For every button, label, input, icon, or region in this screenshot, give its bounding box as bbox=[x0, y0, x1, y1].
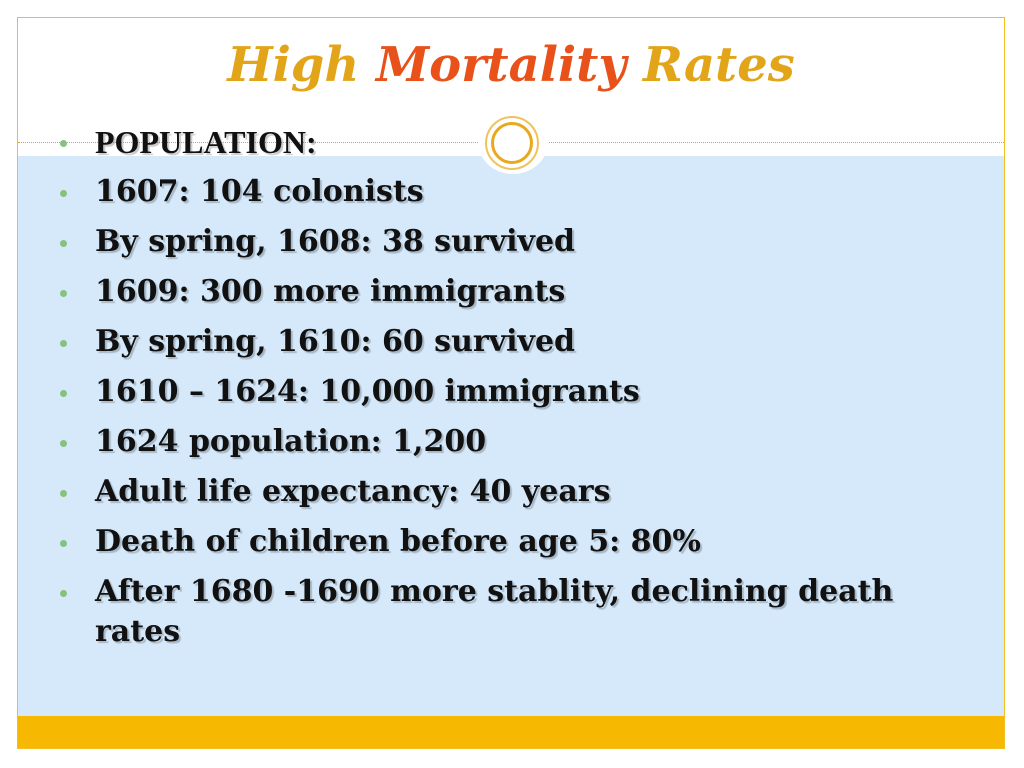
bullet-text: 1607: 104 colonists bbox=[95, 174, 424, 209]
bullet-item: After 1680 -1690 more stablity, declinin… bbox=[60, 572, 960, 652]
bullet-text: POPULATION: bbox=[95, 124, 317, 160]
bullet-item: By spring, 1608: 38 survived bbox=[60, 222, 960, 262]
bullet-item: 1624 population: 1,200 bbox=[60, 422, 960, 462]
bullet-text: Adult life expectancy: 40 years bbox=[95, 474, 611, 509]
ring-inner-icon bbox=[491, 122, 533, 164]
bullet-dot-icon bbox=[60, 240, 67, 247]
bullet-item: Death of children before age 5: 80% bbox=[60, 522, 960, 562]
bullet-item: 1610 – 1624: 10,000 immigrants bbox=[60, 372, 960, 412]
bullet-item: 1607: 104 colonists bbox=[60, 172, 960, 212]
bullet-dot-icon bbox=[60, 140, 67, 147]
bullet-dot-icon bbox=[60, 190, 67, 197]
bullet-text: 1609: 300 more immigrants bbox=[95, 274, 566, 309]
bullet-item: Adult life expectancy: 40 years bbox=[60, 472, 960, 512]
title-word-rates: Rates bbox=[642, 37, 795, 93]
bullet-dot-icon bbox=[60, 340, 67, 347]
bullet-list: POPULATION: 1607: 104 colonists By sprin… bbox=[60, 122, 960, 662]
content-area bbox=[18, 156, 1004, 716]
bullet-dot-icon bbox=[60, 590, 67, 597]
bullet-text: After 1680 -1690 more stablity, declinin… bbox=[95, 574, 894, 649]
bullet-item: By spring, 1610: 60 survived bbox=[60, 322, 960, 362]
footer-bar bbox=[18, 716, 1004, 748]
bullet-dot-icon bbox=[60, 490, 67, 497]
title-word-high: High bbox=[227, 37, 360, 93]
bullet-dot-icon bbox=[60, 290, 67, 297]
title-word-mortality: Mortality bbox=[375, 37, 627, 93]
bullet-item: POPULATION: bbox=[60, 122, 960, 162]
bullet-text: By spring, 1610: 60 survived bbox=[95, 324, 576, 359]
bullet-text: 1610 – 1624: 10,000 immigrants bbox=[95, 374, 640, 409]
bullet-dot-icon bbox=[60, 540, 67, 547]
bullet-item: 1609: 300 more immigrants bbox=[60, 272, 960, 312]
bullet-dot-icon bbox=[60, 390, 67, 397]
bullet-dot-icon bbox=[60, 440, 67, 447]
bullet-text: Death of children before age 5: 80% bbox=[95, 524, 701, 559]
bullet-text: 1624 population: 1,200 bbox=[95, 424, 487, 459]
slide-title: High Mortality Rates bbox=[18, 32, 1004, 98]
bullet-text: By spring, 1608: 38 survived bbox=[95, 224, 576, 259]
